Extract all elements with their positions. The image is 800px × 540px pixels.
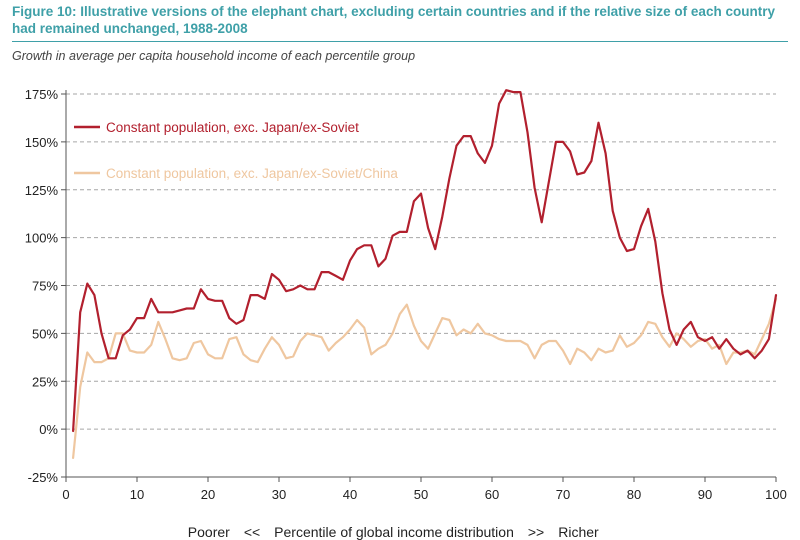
x-axis-label-right-arrows: >> bbox=[527, 524, 545, 540]
x-tick-label: 0 bbox=[62, 487, 69, 502]
legend-label-0: Constant population, exc. Japan/ex-Sovie… bbox=[106, 120, 359, 135]
x-tick-label: 50 bbox=[414, 487, 428, 502]
x-tick-label: 70 bbox=[556, 487, 570, 502]
y-tick-label: -25% bbox=[28, 470, 59, 485]
y-tick-label: 125% bbox=[25, 183, 59, 198]
y-tick-label: 100% bbox=[25, 231, 59, 246]
x-axis-label-main: Percentile of global income distribution bbox=[274, 524, 514, 540]
y-tick-label: 25% bbox=[32, 374, 58, 389]
x-tick-label: 30 bbox=[272, 487, 286, 502]
y-tick-label: 150% bbox=[25, 135, 59, 150]
y-tick-label: 0% bbox=[39, 422, 58, 437]
x-axis-label-richer: Richer bbox=[558, 524, 599, 540]
x-axis-label-left-arrows: << bbox=[243, 524, 261, 540]
x-tick-label: 60 bbox=[485, 487, 499, 502]
figure-title: Figure 10: Illustrative versions of the … bbox=[12, 4, 775, 36]
x-tick-label: 20 bbox=[201, 487, 215, 502]
figure-subtitle: Growth in average per capita household i… bbox=[12, 49, 416, 63]
x-tick-label: 90 bbox=[698, 487, 712, 502]
x-tick-label: 10 bbox=[130, 487, 144, 502]
y-tick-label: 75% bbox=[32, 279, 58, 294]
y-tick-label: 175% bbox=[25, 87, 59, 102]
x-axis-label-poorer: Poorer bbox=[187, 524, 230, 540]
x-tick-label: 80 bbox=[627, 487, 641, 502]
x-axis-label: Poorer << Percentile of global income dist… bbox=[180, 508, 613, 540]
x-tick-label: 40 bbox=[343, 487, 357, 502]
gridlines bbox=[66, 93, 776, 430]
y-tick-label: 50% bbox=[32, 326, 58, 341]
series-line-0 bbox=[72, 89, 778, 433]
legend: Constant population, exc. Japan/ex-Sovie… bbox=[74, 120, 398, 181]
series-lines bbox=[72, 89, 778, 459]
series-line-1 bbox=[72, 297, 778, 459]
x-tick-label: 100 bbox=[765, 487, 787, 502]
axes: -25% 0% 25% 50% 75% 100% 125% 150% 175% 0 10 20 30 40… bbox=[25, 87, 787, 502]
title-divider bbox=[12, 41, 788, 42]
legend-label-1: Constant population, exc. Japan/ex-Sovie… bbox=[106, 166, 398, 181]
